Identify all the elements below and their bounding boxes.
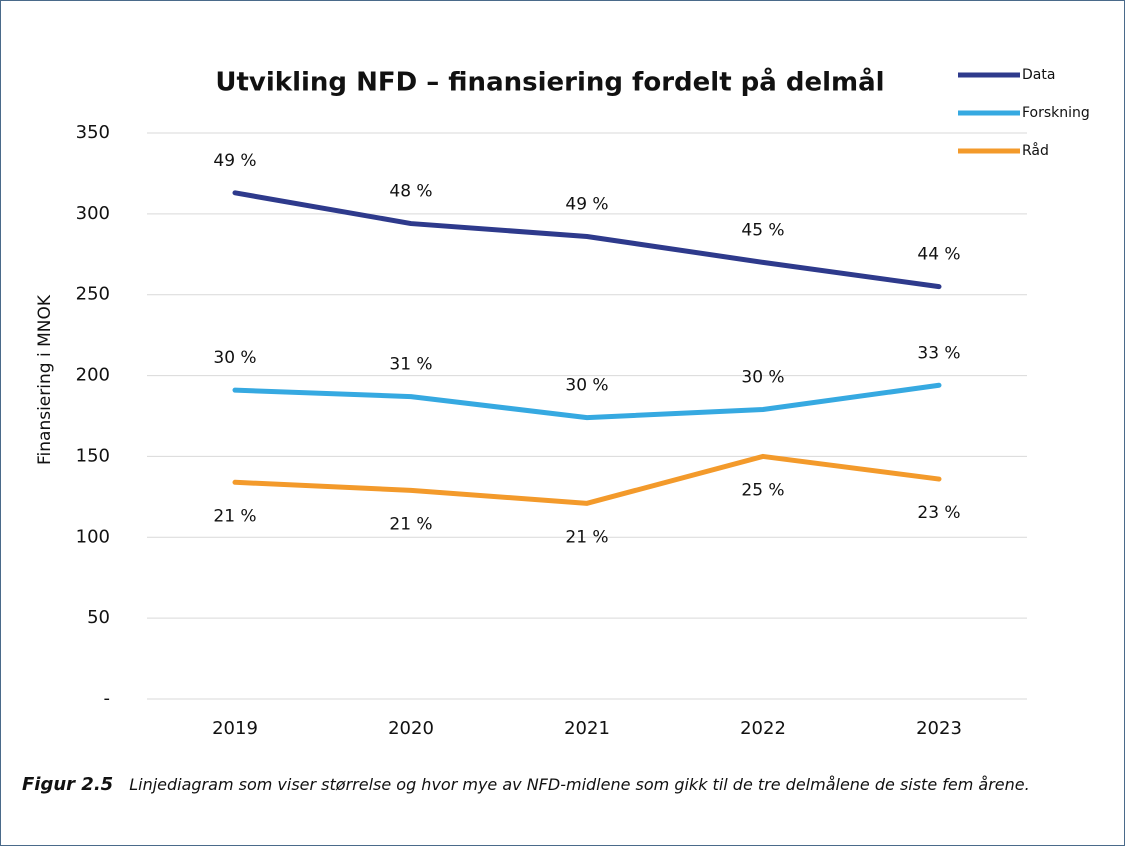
y-tick-label: 350 (76, 122, 110, 143)
value-label: 21 % (389, 514, 432, 534)
y-axis-label: Finansiering i MNOK (35, 294, 55, 465)
data-line (232, 453, 942, 506)
value-label: 30 % (213, 348, 256, 368)
value-label: 25 % (741, 480, 784, 500)
value-label: 30 % (565, 376, 608, 396)
value-label: 49 % (565, 194, 608, 214)
y-tick-label: 50 (87, 607, 110, 628)
chart-title: Utvikling NFD – finansiering fordelt på … (215, 66, 884, 98)
value-label: 31 % (389, 355, 432, 375)
y-tick-label: 100 (76, 526, 110, 547)
y-tick-label: 250 (76, 284, 110, 305)
data-line (232, 382, 942, 421)
x-tick-label: 2021 (564, 718, 610, 739)
data-line (232, 190, 942, 290)
caption-text: Linjediagram som viser størrelse og hvor… (129, 775, 1030, 794)
value-label: 44 % (917, 245, 960, 265)
value-label: 48 % (389, 182, 432, 202)
y-tick-label: 300 (76, 203, 110, 224)
value-label: 49 % (213, 151, 256, 171)
y-tick-label: 200 (76, 365, 110, 386)
legend-label: Data (1022, 67, 1055, 83)
value-label: 21 % (565, 527, 608, 547)
x-tick-label: 2023 (916, 718, 962, 739)
value-label: 45 % (741, 220, 784, 240)
caption: Figur 2.5 Linjediagram som viser størrels… (22, 774, 1030, 795)
value-label: 23 % (917, 503, 960, 523)
legend-label: Forskning (1022, 105, 1090, 121)
legend-label: Råd (1022, 142, 1049, 159)
x-tick-label: 2020 (388, 718, 434, 739)
y-tick-label: 150 (76, 445, 110, 466)
caption-label: Figur 2.5 (22, 774, 113, 795)
x-tick-label: 2022 (740, 718, 786, 739)
value-label: 30 % (741, 368, 784, 388)
value-label: 21 % (213, 506, 256, 526)
x-tick-label: 2019 (212, 718, 258, 739)
y-tick-label: - (104, 688, 111, 709)
value-label: 33 % (917, 343, 960, 363)
